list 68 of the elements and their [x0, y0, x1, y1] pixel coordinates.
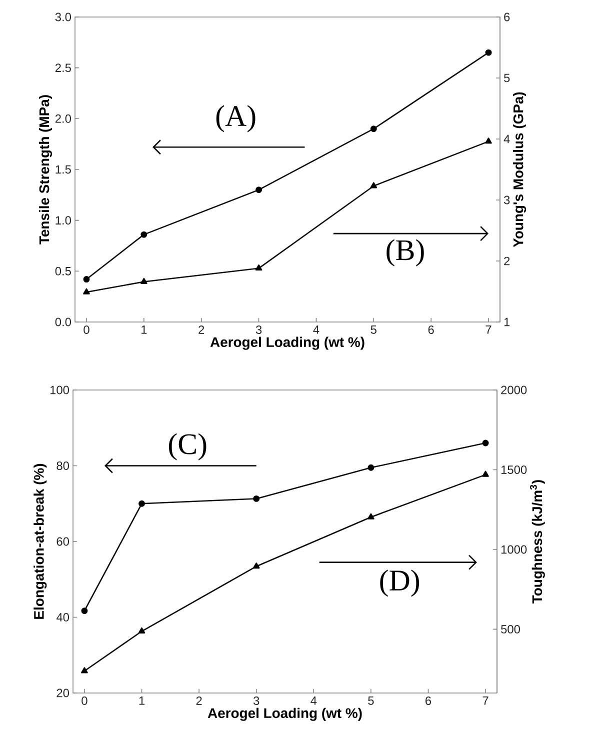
y-tick-label: 20 — [56, 688, 70, 698]
x-axis-title: Aerogel Loading (wt %) — [208, 708, 362, 721]
point — [370, 126, 377, 132]
y2-tick-label: 4 — [504, 134, 510, 144]
x-tick-label: 2 — [198, 326, 204, 334]
point — [368, 464, 374, 471]
y-tick-label: 1.0 — [56, 216, 72, 225]
point — [370, 182, 378, 188]
y2-tick-label: 3 — [504, 196, 510, 204]
y-tick-label: 100 — [50, 386, 70, 394]
y-tick-label: 2.5 — [55, 64, 71, 72]
y-tick-label: 60 — [56, 537, 70, 546]
y-tick-label: 2.0 — [55, 114, 72, 123]
x-tick-label: 0 — [82, 696, 88, 705]
x-tick-label: 0 — [84, 326, 90, 334]
point — [81, 667, 88, 674]
point — [81, 608, 88, 614]
point — [255, 264, 262, 271]
y-axis-title: Elongation-at-break (%) — [34, 464, 47, 619]
y2-tick-label: 2 — [504, 256, 510, 266]
x-tick-label: 2 — [196, 696, 202, 705]
x-tick-label: 7 — [486, 326, 492, 334]
x-axis-title: Aerogel Loading (wt %) — [210, 336, 364, 350]
y-tick-label: 80 — [56, 462, 70, 470]
annotation: (A) — [216, 105, 256, 132]
y-tick-label: 0.5 — [55, 266, 71, 276]
point — [482, 440, 489, 446]
y2-tick-label: 5 — [504, 74, 510, 82]
point — [485, 49, 492, 56]
point — [138, 500, 145, 507]
point — [368, 513, 374, 520]
point — [140, 231, 148, 238]
x-tick-label: 5 — [370, 326, 376, 334]
y2-axis-title: Young's Modulus (GPa) — [513, 92, 526, 248]
y2-tick-label: 1 — [504, 318, 510, 326]
y2-axis-title: Toughness (kJ/m$^{3}$) — [530, 480, 545, 604]
y2-tick-label: 1000 — [501, 545, 527, 554]
point — [253, 495, 260, 502]
annotation: (C) — [168, 433, 206, 460]
y-axis-title: Tensile Strength (MPa) — [38, 95, 52, 244]
y-tick-label: 0.0 — [55, 318, 72, 326]
x-tick-label: 1 — [139, 696, 144, 705]
x-tick-label: 4 — [313, 326, 320, 334]
point — [485, 138, 492, 144]
y-tick-label: 3.0 — [55, 12, 72, 22]
x-tick-label: 7 — [482, 696, 488, 705]
y2-tick-label: 2000 — [501, 386, 527, 394]
point — [140, 278, 148, 284]
point — [138, 627, 146, 634]
x-tick-label: 1 — [142, 326, 147, 334]
point — [83, 288, 90, 294]
y-tick-label: 1.5 — [56, 165, 71, 174]
point — [256, 186, 262, 194]
y2-tick-label: 6 — [504, 12, 510, 22]
y-tick-label: 40 — [56, 613, 70, 622]
x-tick-label: 3 — [253, 696, 260, 705]
y2-tick-label: 1500 — [501, 466, 527, 474]
x-tick-label: 3 — [256, 326, 262, 334]
x-tick-label: 6 — [426, 696, 432, 705]
point — [482, 470, 489, 477]
x-tick-label: 5 — [368, 696, 374, 705]
annotation: (D) — [380, 570, 420, 597]
point — [252, 562, 260, 569]
x-tick-label: 6 — [428, 326, 434, 334]
point — [83, 276, 90, 283]
x-tick-label: 4 — [310, 696, 317, 705]
y2-tick-label: 500 — [501, 624, 520, 634]
annotation: (B) — [386, 239, 424, 266]
